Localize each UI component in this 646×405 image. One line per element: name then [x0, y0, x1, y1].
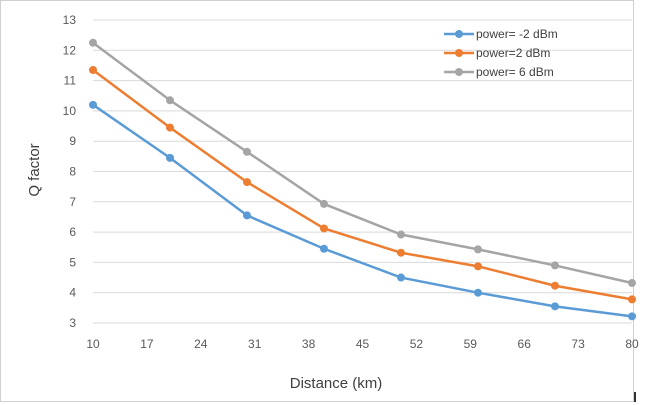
data-point: [243, 178, 251, 187]
series-1: [89, 65, 636, 304]
legend-label: power=2 dBm: [476, 46, 550, 60]
data-point: [551, 261, 559, 270]
legend-item: power= -2 dBm: [444, 27, 558, 41]
y-tick-label: 9: [69, 134, 76, 148]
series-line: [92, 41, 633, 285]
series-line: [92, 68, 633, 301]
legend: power= -2 dBm power=2 dBm power= 6 dBm: [444, 27, 558, 79]
x-tick-label: 59: [464, 337, 478, 351]
chart-frame: [0, 0, 634, 402]
data-point: [474, 245, 482, 254]
x-tick-label: 38: [302, 337, 316, 351]
y-tick-label: 12: [63, 43, 77, 57]
data-point: [551, 302, 559, 311]
data-point: [628, 312, 636, 321]
data-point: [166, 153, 174, 162]
series-0: [89, 100, 636, 321]
data-point: [397, 230, 405, 239]
x-tick-label: 17: [140, 337, 154, 351]
series-group: [89, 38, 636, 321]
data-point: [89, 65, 97, 74]
x-tick-label: 80: [625, 337, 639, 351]
y-axis-ticks: 3 4 5 6 7 8 9 10 11 12 13: [63, 13, 77, 330]
data-point: [628, 279, 636, 288]
x-tick-label: 24: [194, 337, 208, 351]
y-tick-label: 11: [64, 74, 77, 88]
x-tick-label: 52: [410, 337, 424, 351]
data-point: [243, 147, 251, 156]
y-tick-label: 13: [63, 13, 77, 27]
data-point: [166, 123, 174, 132]
legend-swatch-marker: [455, 49, 463, 57]
series-2: [89, 38, 636, 288]
legend-swatch-marker: [455, 68, 463, 76]
x-tick-label: 66: [518, 337, 532, 351]
legend-swatch-marker: [455, 30, 463, 38]
data-point: [628, 295, 636, 304]
data-point: [166, 96, 174, 105]
x-tick-label: 73: [571, 337, 585, 351]
x-axis-label: Distance (km): [290, 375, 383, 392]
y-axis-label: Q factor: [26, 143, 43, 196]
data-point: [320, 244, 328, 253]
data-point: [243, 211, 251, 220]
x-tick-label: 45: [356, 337, 370, 351]
y-tick-label: 10: [63, 104, 77, 118]
legend-label: power= 6 dBm: [476, 65, 554, 79]
y-tick-label: 5: [69, 255, 76, 269]
data-point: [551, 281, 559, 290]
data-point: [397, 248, 405, 257]
legend-item: power=2 dBm: [444, 46, 550, 60]
frame-edge-mark: [634, 392, 636, 402]
legend-label: power= -2 dBm: [476, 27, 558, 41]
x-axis-ticks: 10 17 24 31 38 45 52 59 66 73 80: [86, 337, 639, 351]
x-tick-label: 31: [248, 337, 262, 351]
data-point: [474, 262, 482, 271]
data-point: [474, 288, 482, 297]
data-point: [320, 224, 328, 233]
y-tick-label: 6: [69, 225, 76, 239]
data-point: [397, 273, 405, 282]
data-point: [320, 199, 328, 208]
grid-lines: [93, 19, 632, 324]
legend-item: power= 6 dBm: [444, 65, 554, 79]
x-tick-label: 10: [86, 337, 100, 351]
data-point: [89, 38, 97, 47]
series-line: [92, 103, 633, 318]
y-tick-label: 4: [69, 286, 76, 300]
y-tick-label: 7: [69, 195, 76, 209]
data-point: [89, 100, 97, 109]
y-tick-label: 8: [69, 165, 76, 179]
y-tick-label: 3: [69, 316, 76, 330]
